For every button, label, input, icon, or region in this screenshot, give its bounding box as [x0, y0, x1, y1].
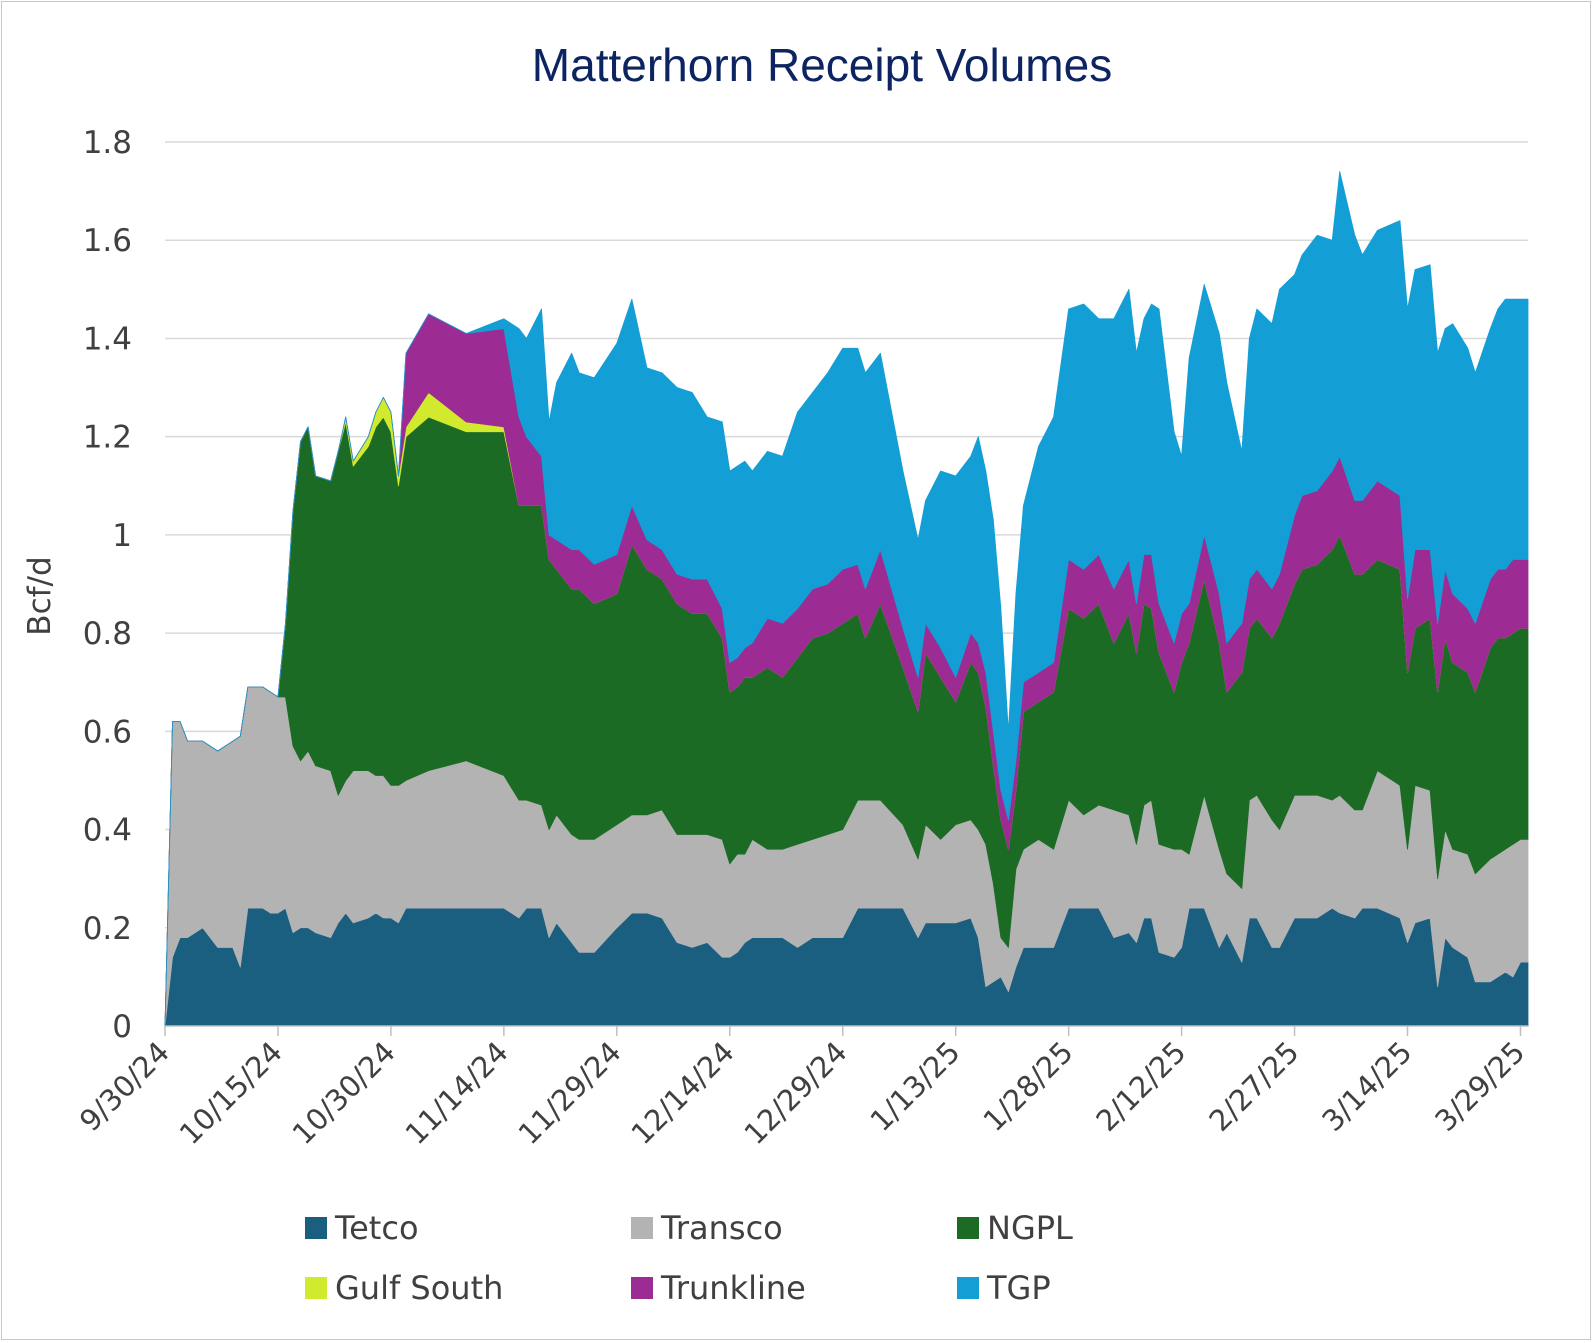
chart-title: Matterhorn Receipt Volumes [531, 39, 1113, 91]
legend-swatch [631, 1217, 653, 1239]
x-tick-label: 3/14/25 [1315, 1035, 1418, 1138]
legend-item-gulf-south: Gulf South [305, 1258, 631, 1318]
y-tick-label: 1.8 [83, 125, 132, 161]
legend-item-ngpl: NGPL [957, 1198, 1157, 1258]
legend: Tetco Transco NGPL Gulf South Trunkline TGP [305, 1198, 1145, 1318]
legend-swatch [305, 1217, 327, 1239]
y-tick-label: 0.4 [83, 813, 132, 849]
y-tick-label: 0.6 [83, 714, 132, 750]
y-tick-label: 1 [112, 518, 132, 554]
x-tick-label: 12/14/24 [625, 1035, 741, 1151]
legend-label: Trunkline [661, 1269, 806, 1307]
legend-label: NGPL [987, 1209, 1073, 1247]
legend-swatch [957, 1217, 979, 1239]
x-tick-label: 2/27/25 [1202, 1035, 1305, 1138]
y-tick-label: 1.4 [83, 321, 132, 357]
legend-label: Gulf South [335, 1269, 504, 1307]
legend-swatch [305, 1277, 327, 1299]
x-tick-label: 9/30/24 [73, 1035, 176, 1138]
x-tick-label: 12/29/24 [738, 1035, 854, 1151]
x-tick-label: 2/12/25 [1089, 1035, 1192, 1138]
x-tick-label: 11/29/24 [512, 1035, 628, 1151]
legend-label: TGP [987, 1269, 1051, 1307]
y-tick-label: 1.2 [83, 420, 132, 456]
x-tick-label: 3/29/25 [1428, 1035, 1531, 1138]
x-tick-label: 11/14/24 [399, 1035, 515, 1151]
x-tick-label: 10/30/24 [286, 1035, 402, 1151]
area-tgp [164, 171, 1529, 1027]
legend-item-tetco: Tetco [305, 1198, 631, 1258]
y-tick-label: 0 [112, 1009, 132, 1045]
legend-item-tgp: TGP [957, 1258, 1157, 1318]
x-tick-label: 1/13/25 [864, 1035, 967, 1138]
legend-item-trunkline: Trunkline [631, 1258, 957, 1318]
legend-swatch [631, 1277, 653, 1299]
y-tick-label: 0.2 [83, 911, 132, 947]
legend-label: Tetco [335, 1209, 419, 1247]
y-axis-label: Bcf/d [22, 556, 58, 635]
legend-label: Transco [661, 1209, 783, 1247]
x-tick-label: 10/15/24 [173, 1035, 289, 1151]
stacked-areas [164, 171, 1529, 1027]
y-tick-label: 1.6 [83, 223, 132, 259]
legend-item-transco: Transco [631, 1198, 957, 1258]
y-tick-label: 0.8 [83, 616, 132, 652]
legend-swatch [957, 1277, 979, 1299]
x-tick-label: 1/28/25 [977, 1035, 1080, 1138]
